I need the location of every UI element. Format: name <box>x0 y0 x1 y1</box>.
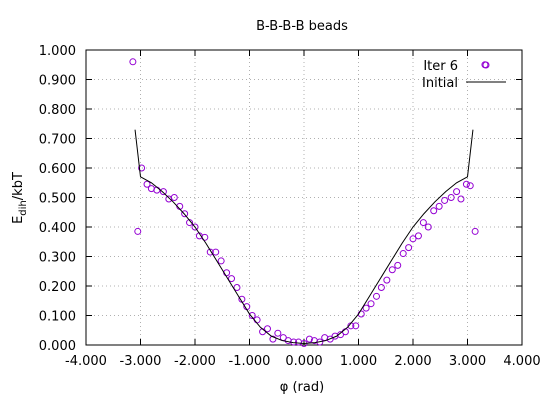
data-point <box>305 335 313 343</box>
x-tick-label: 3.000 <box>449 354 486 369</box>
x-tick-label: 1.000 <box>340 354 377 369</box>
x-tick-label: -4.000 <box>65 354 107 369</box>
chart-title: B-B-B-B beads <box>256 19 348 34</box>
legend-label: Initial <box>422 76 458 91</box>
data-point <box>435 202 443 210</box>
legend-marker-swatch <box>482 61 490 69</box>
x-tick-label: -1.000 <box>229 354 271 369</box>
data-point <box>409 235 417 243</box>
data-point <box>388 266 396 274</box>
x-tick-label: 0.000 <box>285 354 322 369</box>
y-tick-labels: 0.000 0.100 0.200 0.300 0.400 0.500 0.600 0.700… <box>39 44 76 354</box>
data-point <box>326 335 334 343</box>
y-axis-label-subscript: dih <box>18 200 29 215</box>
data-point <box>248 312 256 319</box>
data-point <box>153 186 161 194</box>
data-point <box>217 257 225 265</box>
series-line-initial <box>134 129 474 345</box>
data-point <box>228 275 236 283</box>
data-point <box>362 304 370 312</box>
data-point <box>462 180 470 188</box>
y-tick-label: 0.000 <box>39 339 76 354</box>
data-point <box>447 194 455 201</box>
data-point <box>466 182 474 190</box>
data-point <box>372 292 380 300</box>
data-point <box>134 227 142 235</box>
data-point <box>206 248 214 256</box>
legend-label: Iter 6 <box>423 59 458 74</box>
data-point <box>352 322 360 330</box>
data-point <box>414 232 422 240</box>
data-point <box>274 329 282 337</box>
data-point <box>263 325 271 333</box>
y-tick-label: 0.800 <box>39 103 76 118</box>
data-point <box>399 250 407 258</box>
data-point <box>212 248 220 256</box>
y-tick-label: 0.900 <box>39 74 76 89</box>
x-tick-labels: -4.000 -3.000 -2.000 -1.000 0.000 1.000 2.000 3… <box>65 354 541 369</box>
y-axis-label: Edih/kbT <box>11 172 29 224</box>
data-point <box>253 316 261 324</box>
data-point <box>337 331 345 339</box>
data-point <box>233 283 241 291</box>
y-tick-label: 0.700 <box>39 133 76 148</box>
data-point <box>394 261 402 269</box>
data-point <box>367 300 375 308</box>
data-point <box>430 207 438 215</box>
data-point <box>143 180 151 188</box>
data-point <box>191 223 199 231</box>
legend: Iter 6 Initial <box>422 59 506 91</box>
data-point <box>441 196 449 204</box>
y-tick-label: 0.500 <box>39 192 76 207</box>
data-point <box>357 310 365 318</box>
data-point <box>471 227 479 235</box>
x-tick-label: -2.000 <box>174 354 216 369</box>
x-tick-label: 4.000 <box>503 354 540 369</box>
data-point <box>383 276 391 284</box>
x-tick-label: 2.000 <box>394 354 431 369</box>
y-tick-label: 0.200 <box>39 280 76 295</box>
data-point <box>419 219 427 227</box>
data-point <box>405 244 413 252</box>
data-point <box>201 233 209 241</box>
grid <box>86 50 522 345</box>
data-point <box>424 223 432 231</box>
data-point <box>457 195 465 203</box>
data-point <box>453 188 461 196</box>
series-layer <box>129 58 489 348</box>
x-axis-label: φ (rad) <box>280 380 324 395</box>
data-point <box>269 335 277 343</box>
y-tick-label: 0.300 <box>39 251 76 266</box>
y-axis-label-main: E <box>11 216 26 224</box>
data-point <box>377 283 385 291</box>
y-tick-label: 1.000 <box>39 44 76 59</box>
data-point <box>170 194 178 201</box>
data-point <box>138 164 146 172</box>
y-tick-label: 0.100 <box>39 310 76 325</box>
y-axis-label-suffix: /kbT <box>11 172 26 200</box>
y-tick-label: 0.600 <box>39 162 76 177</box>
data-point <box>159 188 167 196</box>
y-tick-label: 0.400 <box>39 221 76 236</box>
data-point <box>129 58 137 66</box>
data-point <box>181 210 189 218</box>
x-tick-label: -3.000 <box>120 354 162 369</box>
